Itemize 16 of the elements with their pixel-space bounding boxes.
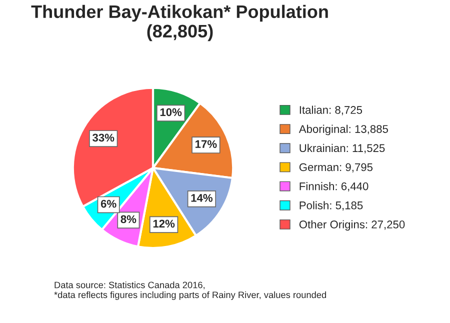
legend-label: Other Origins: 27,250 — [299, 220, 405, 231]
data-label: 8% — [120, 215, 136, 224]
data-label: 33% — [92, 134, 114, 142]
legend-label: Ukrainian: 11,525 — [300, 144, 385, 154]
data-label: 14% — [191, 194, 213, 202]
data-label: 17% — [196, 140, 217, 148]
legend-label: Polish: 5,185 — [300, 201, 363, 211]
data-label: 6% — [100, 200, 116, 208]
chart-title: Thunder Bay-Atikokan* Population (82,805) — [31, 4, 328, 42]
legend-label: Aboriginal: 13,885 — [298, 124, 388, 136]
data-label: 10% — [160, 108, 182, 116]
data-label: 12% — [153, 220, 175, 228]
legend-label: Italian: 8,725 — [300, 106, 362, 116]
legend-label: German: 9,795 — [299, 163, 373, 172]
legend-label: Finnish: 6,440 — [300, 182, 368, 192]
source-note: Data source: Statistics Canada 2016, *data reflects figures including parts of Rainy River, values rounded — [54, 281, 326, 300]
